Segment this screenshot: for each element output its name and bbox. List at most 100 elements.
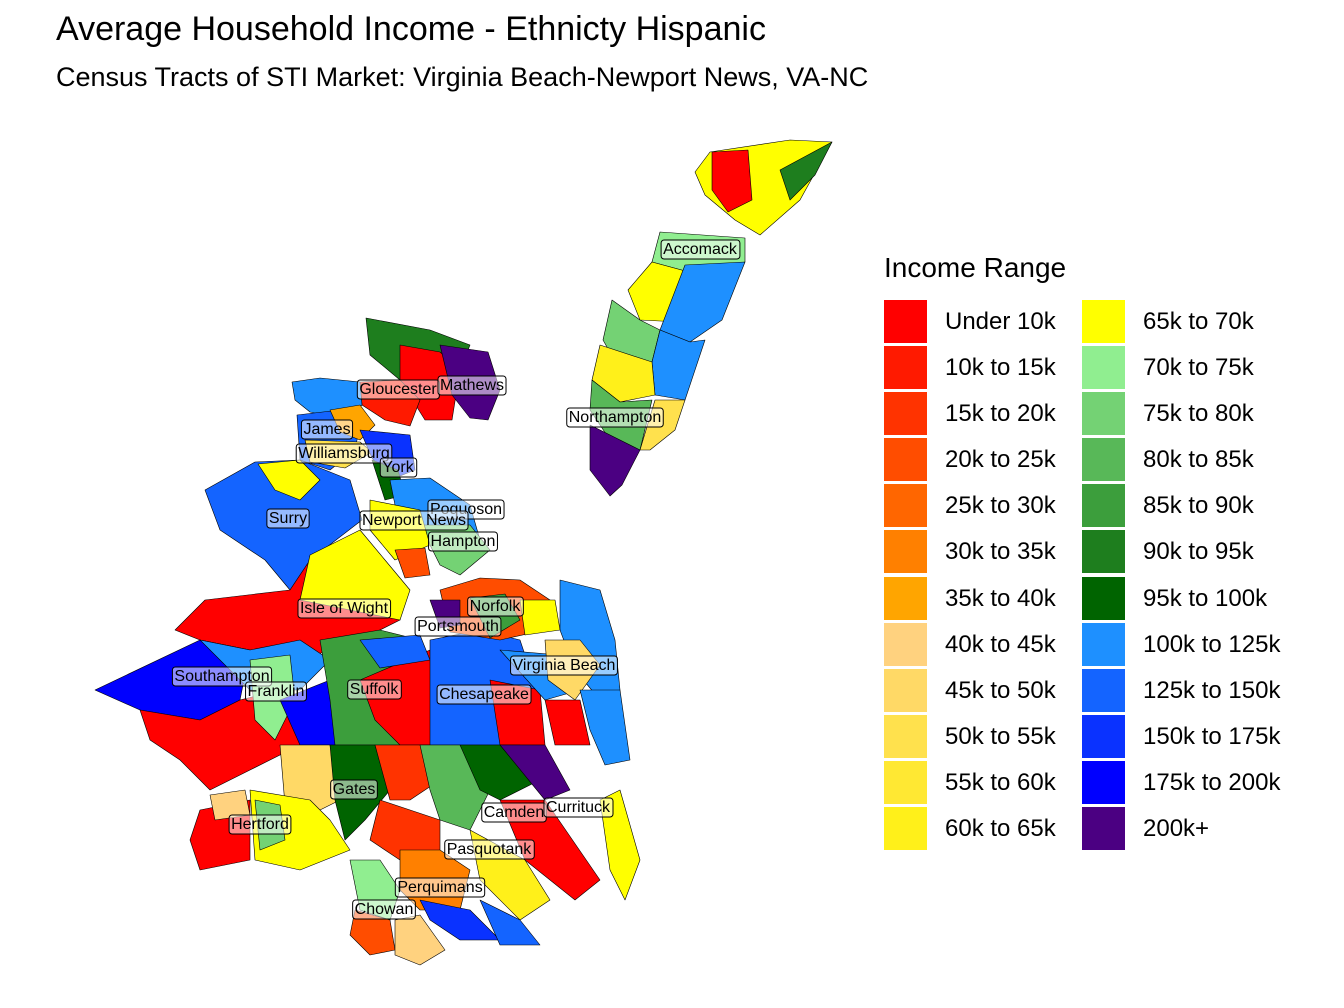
legend-label: 25k to 30k — [945, 492, 1056, 520]
place-label: James — [300, 419, 354, 440]
legend-swatch — [1082, 668, 1125, 712]
place-label: Chowan — [352, 899, 416, 920]
legend-item: 50k to 55k — [884, 714, 1094, 761]
svg-text:Franklin: Franklin — [248, 683, 305, 700]
legend-label: 200k+ — [1143, 815, 1210, 843]
svg-text:Pasquotank: Pasquotank — [447, 841, 533, 858]
place-label: Williamsburg — [295, 443, 393, 464]
tract-region — [519, 599, 561, 636]
legend-column-left: Under 10k 10k to 15k 15k to 20k 20k to 25k 2… — [884, 300, 1094, 853]
tract-region — [279, 744, 341, 811]
place-label: Franklin — [245, 681, 307, 702]
place-label: Suffolk — [347, 679, 402, 700]
legend-label: 90k to 95k — [1143, 538, 1254, 566]
legend-label: 125k to 150k — [1143, 676, 1281, 704]
svg-text:Hertford: Hertford — [231, 816, 289, 833]
choropleth-map: Accomack Gloucester Mathews Northampton Jame… — [94, 139, 833, 966]
legend-swatch — [884, 530, 927, 574]
place-label: Hampton — [428, 531, 498, 552]
place-label: Chesapeake — [436, 684, 532, 705]
map-subtitle: Census Tracts of STI Market: Virginia Be… — [56, 62, 869, 92]
legend-item: 175k to 200k — [1082, 760, 1292, 807]
svg-text:Williamsburg: Williamsburg — [298, 445, 390, 462]
legend-item: 20k to 25k — [884, 438, 1094, 484]
place-label: York — [379, 457, 418, 478]
map-title: Average Household Income - Ethnicty Hisp… — [56, 10, 766, 48]
legend-item: 60k to 65k — [884, 807, 1094, 853]
tract-region — [579, 689, 631, 766]
legend-swatch — [884, 760, 927, 804]
place-label: Northampton — [566, 407, 664, 428]
legend-item: 30k to 35k — [884, 530, 1094, 576]
tract-region — [659, 261, 746, 343]
legend-column-right: 65k to 70k 70k to 75k 75k to 80k 80k to 85k… — [1082, 300, 1292, 853]
svg-text:Gloucester: Gloucester — [359, 381, 437, 398]
tract-region — [394, 547, 431, 579]
place-label: Surry — [266, 508, 310, 529]
legend-swatch — [1082, 622, 1125, 666]
legend-item: 150k to 175k — [1082, 714, 1292, 761]
legend-swatch — [884, 392, 927, 436]
legend-swatch — [884, 346, 927, 390]
legend-swatch — [884, 622, 927, 666]
legend-label: 45k to 50k — [945, 676, 1056, 704]
legend-item: 100k to 125k — [1082, 622, 1292, 669]
legend-item: 65k to 70k — [1082, 300, 1292, 346]
legend-swatch — [1082, 714, 1125, 758]
place-label: Perquimans — [394, 877, 486, 898]
legend-label: 100k to 125k — [1143, 630, 1281, 658]
place-label: Norfolk — [467, 596, 524, 617]
legend-swatch — [1082, 484, 1125, 528]
legend-swatch — [884, 300, 927, 343]
legend-label: 20k to 25k — [945, 446, 1056, 474]
svg-text:Newport News: Newport News — [362, 512, 466, 529]
place-label: Portsmouth — [414, 616, 502, 637]
tract-region — [651, 329, 706, 401]
svg-text:Northampton: Northampton — [569, 409, 662, 426]
legend-item: 90k to 95k — [1082, 530, 1292, 576]
svg-text:Isle of Wight: Isle of Wight — [300, 600, 389, 617]
legend-swatch — [884, 807, 927, 851]
legend-label: 15k to 20k — [945, 400, 1056, 428]
svg-text:Chesapeake: Chesapeake — [439, 686, 529, 703]
legend-item: 75k to 80k — [1082, 392, 1292, 438]
svg-text:Mathews: Mathews — [440, 377, 504, 394]
legend-swatch — [1082, 530, 1125, 574]
legend-label: 95k to 100k — [1143, 584, 1268, 612]
legend-item: 25k to 30k — [884, 484, 1094, 530]
place-label: Gates — [330, 779, 378, 800]
legend-item: 55k to 60k — [884, 760, 1094, 807]
legend-swatch — [884, 668, 927, 712]
tract-region — [779, 141, 833, 201]
place-label: Pasquotank — [444, 839, 535, 860]
legend-label: 75k to 80k — [1143, 400, 1254, 428]
legend-swatch — [1082, 392, 1125, 436]
place-label: Gloucester — [356, 379, 440, 400]
legend-item: 85k to 90k — [1082, 484, 1292, 530]
svg-text:Surry: Surry — [269, 510, 307, 527]
legend-swatch — [884, 438, 927, 482]
legend-label: 70k to 75k — [1143, 354, 1254, 382]
legend-swatch — [1082, 300, 1125, 343]
legend-label: 85k to 90k — [1143, 492, 1254, 520]
legend-item: 70k to 75k — [1082, 346, 1292, 392]
legend-swatch — [1082, 346, 1125, 390]
tract-region — [479, 899, 541, 946]
legend-swatch — [1082, 576, 1125, 620]
legend-label: 80k to 85k — [1143, 446, 1254, 474]
svg-text:Gates: Gates — [333, 781, 376, 798]
legend-label: 10k to 15k — [945, 354, 1056, 382]
place-label: Isle of Wight — [297, 598, 392, 619]
legend-item: 95k to 100k — [1082, 576, 1292, 623]
legend-swatch — [1082, 438, 1125, 482]
place-label: Hertford — [228, 814, 292, 835]
svg-text:Portsmouth: Portsmouth — [417, 618, 499, 635]
svg-text:Perquimans: Perquimans — [397, 879, 482, 896]
svg-text:Norfolk: Norfolk — [470, 598, 522, 615]
place-label: Newport News — [359, 510, 469, 531]
legend-label: Under 10k — [945, 308, 1056, 335]
legend-swatch — [1082, 760, 1125, 804]
svg-text:James: James — [303, 421, 350, 438]
place-label: Accomack — [660, 239, 741, 260]
legend-item: 35k to 40k — [884, 576, 1094, 623]
